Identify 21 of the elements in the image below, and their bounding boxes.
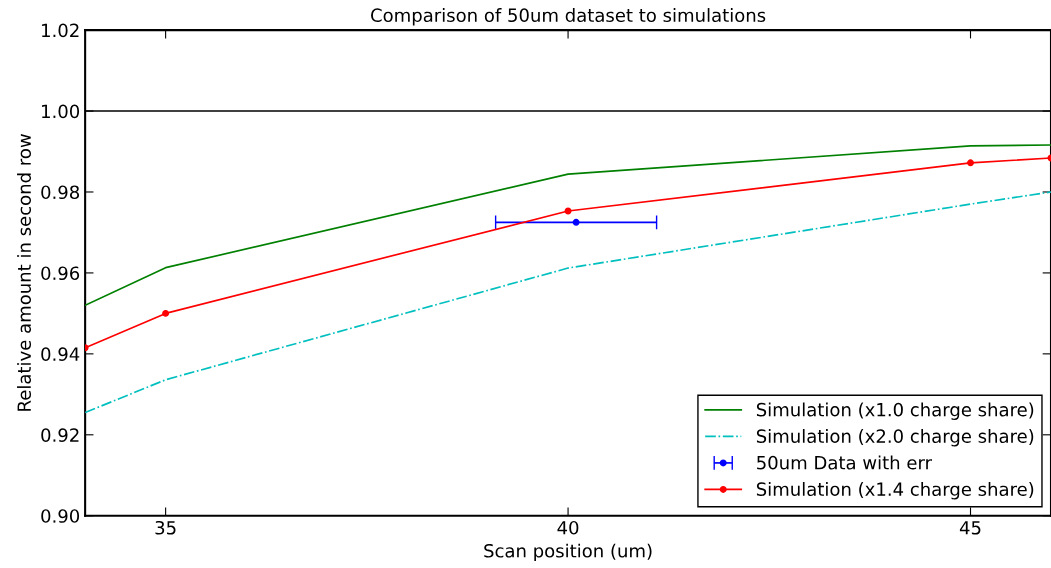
point [162, 309, 170, 317]
line-series [85, 144, 1051, 307]
x-tick-label: 35 [155, 520, 176, 535]
y-tick-label: 0.92 [41, 428, 79, 442]
x-axis-title: Scan position (um) [484, 543, 652, 562]
point [572, 218, 580, 226]
y-tick-label: 1.02 [42, 23, 79, 38]
y-axis-title: Relative amount in second row [17, 134, 32, 411]
y-tick-label: 1.00 [42, 104, 80, 119]
legend-label: Simulation (x1.0 charge share) [756, 402, 1034, 420]
point [967, 159, 974, 167]
x-tick-label: 45 [959, 521, 981, 535]
legend-label: Simulation (x1.4 charge share) [756, 482, 1034, 500]
y-tick-label: 0.90 [41, 509, 80, 523]
legend-label: Simulation (x2.0 charge share) [756, 429, 1034, 447]
y-tick-label: 0.96 [41, 266, 80, 281]
y-tick-label: 0.94 [41, 347, 80, 361]
chart-title: Comparison of 50um dataset to simulations [371, 8, 766, 26]
legend-label: 50um Data with err [757, 455, 932, 470]
x-tick-label: 40 [557, 520, 579, 535]
y-tick-label: 0.98 [41, 185, 80, 200]
